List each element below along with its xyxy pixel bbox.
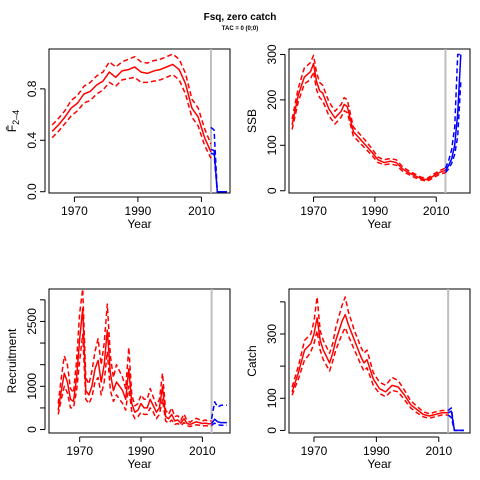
fbar-historical-median-line: [51, 63, 212, 153]
fbar-y-tick-label: 0.4: [25, 132, 39, 149]
catch-historical-median-line: [291, 313, 449, 417]
recruitment-historical-median-line: [57, 307, 212, 426]
ssb-historical-median-line: [291, 62, 446, 181]
fbar-y-axis-subscript: 2–4: [11, 110, 21, 125]
recruitment-x-tick-label: 1970: [66, 444, 93, 458]
recruitment-y-axis-title: Recruitment: [5, 328, 19, 393]
ssb-historical-lower-line: [291, 70, 446, 182]
recruitment-x-axis-title: Year: [127, 457, 151, 471]
fbar-x-tick-label: 1990: [125, 204, 152, 218]
recruitment-projection-lower-line: [211, 422, 227, 426]
ssb-x-tick-label: 2010: [423, 204, 450, 218]
ssb-y-tick-label: 100: [265, 135, 279, 155]
fbar-plot-frame: [48, 48, 231, 194]
fbar-x-tick-label: 2010: [188, 204, 215, 218]
catch-projection-median-line: [447, 410, 464, 432]
recruitment-x-tick-label: 2010: [189, 444, 216, 458]
catch-historical-lower-line: [291, 326, 449, 419]
fbar-x-tick-label: 1970: [61, 204, 88, 218]
ssb-projection-upper-line: [444, 53, 461, 169]
fbar-historical-upper-line: [51, 53, 212, 145]
ssb-projection-median-line: [444, 54, 462, 171]
ssb-plot-frame: [288, 48, 471, 194]
figure-subtitle: TAC = 0 (0;0): [222, 26, 258, 32]
recruitment-historical-lower-line: [57, 333, 212, 428]
recruitment-plot-frame: [48, 288, 231, 434]
recruitment-y-tick-label: 2500: [25, 308, 39, 335]
catch-plot-frame: [288, 288, 471, 434]
ssb-x-tick-label: 1990: [362, 204, 389, 218]
ssb-y-axis-title: SSB: [245, 109, 259, 133]
chart-catch: 1970 1990 2010 0 100 300 Year Catch: [245, 288, 471, 471]
ssb-y-tick-label: 300: [265, 44, 279, 64]
ssb-x-axis-title: Year: [367, 217, 391, 231]
fbar-y-tick-label: 0.8: [25, 80, 39, 97]
catch-x-tick-label: 2010: [425, 444, 452, 458]
catch-x-axis-title: Year: [367, 457, 391, 471]
fbar-projection-median-line: [210, 148, 227, 193]
catch-x-tick-label: 1990: [363, 444, 390, 458]
catch-y-tick-label: 100: [265, 388, 279, 408]
fbar-y-tick-label: 0.0: [25, 183, 39, 200]
recruitment-y-tick-label: 0: [25, 426, 39, 433]
catch-y-tick-label: 300: [265, 324, 279, 344]
ssb-x-tick-label: 1970: [300, 204, 327, 218]
recruitment-y-tick-label: 1000: [25, 373, 39, 400]
catch-historical-upper-line: [291, 296, 449, 415]
ssb-y-tick-label: 0: [265, 187, 279, 194]
catch-y-axis-title: Catch: [245, 345, 259, 376]
catch-y-tick-label: 0: [265, 427, 279, 434]
recruitment-x-tick-label: 1990: [128, 444, 155, 458]
ssb-y-tick-label: 200: [265, 90, 279, 110]
recruitment-projection-median-line: [210, 418, 227, 424]
fbar-x-axis-title: Year: [127, 217, 151, 231]
chart-ssb: 1970 1990 2010 0 100 200 300 Year SSB: [245, 44, 471, 231]
ssb-projection-lower-line: [444, 81, 462, 174]
catch-x-tick-label: 1970: [301, 444, 328, 458]
chart-recruitment: 1970 1990 2010 0 1000 2500 Year Recruitment: [5, 288, 231, 471]
ssb-historical-upper-line: [291, 54, 446, 180]
fbar-historical-lower-line: [51, 73, 212, 159]
figure-title: Fsq, zero catch: [204, 12, 277, 23]
recruitment-projection-upper-line: [210, 401, 227, 419]
